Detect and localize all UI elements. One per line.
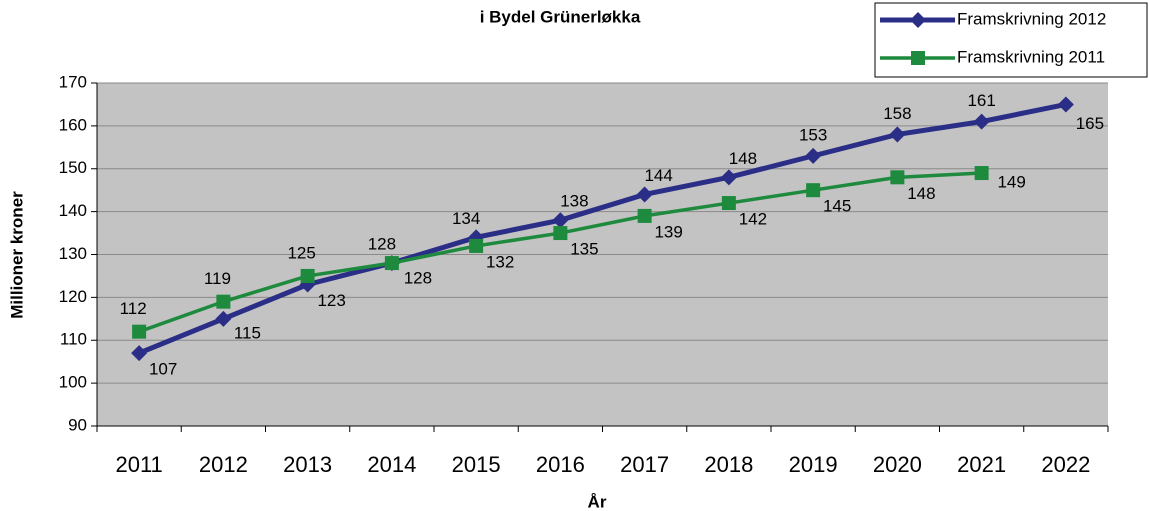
data-label: 107: [149, 360, 177, 379]
marker: [131, 345, 148, 362]
y-tick-label: 160: [59, 115, 87, 134]
data-label: 139: [654, 222, 682, 241]
data-label: 158: [883, 104, 911, 123]
marker: [720, 169, 737, 186]
x-tick-label: 2020: [873, 452, 922, 477]
marker: [552, 212, 569, 229]
marker: [805, 147, 822, 164]
y-tick-label: 100: [59, 373, 87, 392]
x-tick-label: 2014: [367, 452, 416, 477]
x-tick-label: 2019: [789, 452, 838, 477]
legend-label: Framskrivning 2012: [957, 9, 1106, 28]
y-tick-label: 120: [59, 287, 87, 306]
marker: [300, 268, 315, 283]
marker: [553, 226, 568, 241]
marker: [1057, 96, 1074, 113]
x-tick-label: 2018: [704, 452, 753, 477]
data-label: 132: [486, 252, 514, 271]
y-tick-label: 130: [59, 244, 87, 263]
marker: [637, 208, 652, 223]
x-tick-label: 2017: [620, 452, 669, 477]
marker: [973, 113, 990, 130]
x-tick-label: 2012: [199, 452, 248, 477]
y-tick-label: 150: [59, 158, 87, 177]
data-label: 123: [317, 291, 345, 310]
marker: [889, 126, 906, 143]
data-label: 115: [234, 323, 261, 342]
series-line: [138, 101, 1067, 356]
data-label: 138: [560, 192, 588, 211]
y-tick-label: 140: [59, 201, 87, 220]
data-label: 148: [907, 184, 935, 203]
marker: [469, 238, 484, 253]
x-tick-label: 2016: [536, 452, 585, 477]
data-label: 149: [997, 173, 1025, 192]
data-label: 128: [404, 269, 432, 288]
marker: [215, 310, 232, 327]
data-label: 112: [120, 299, 147, 318]
legend-label: Framskrivning 2011: [957, 47, 1105, 66]
y-tick-label: 110: [60, 330, 87, 349]
data-label: 134: [452, 209, 480, 228]
y-tick-label: 90: [68, 415, 87, 434]
marker: [721, 196, 736, 211]
marker: [216, 294, 231, 309]
data-label: 144: [644, 166, 672, 185]
chart-title: i Bydel Grünerløkka: [480, 7, 641, 26]
data-label: 119: [204, 269, 231, 288]
marker: [911, 51, 925, 65]
data-label: 142: [739, 210, 767, 229]
x-tick-label: 2022: [1041, 452, 1090, 477]
x-tick-label: 2015: [452, 452, 501, 477]
data-label: 125: [287, 243, 315, 262]
marker: [636, 186, 653, 203]
marker: [890, 170, 905, 185]
data-label: 145: [823, 197, 851, 216]
data-label: 165: [1076, 114, 1104, 133]
data-label: 148: [729, 149, 757, 168]
x-axis-label: År: [588, 492, 607, 511]
x-tick-label: 2013: [283, 452, 332, 477]
data-label: 135: [570, 240, 598, 259]
data-label: 153: [799, 125, 827, 144]
marker: [974, 166, 989, 181]
x-tick-label: 2011: [115, 452, 162, 477]
data-label: 161: [967, 91, 995, 110]
y-axis-label: Millioner kroner: [7, 191, 26, 319]
marker: [384, 256, 399, 271]
marker: [806, 183, 821, 198]
marker: [910, 12, 926, 28]
marker: [132, 324, 147, 339]
x-tick-label: 2021: [957, 452, 1006, 477]
data-label: 128: [368, 235, 396, 254]
y-tick-label: 170: [59, 72, 87, 91]
